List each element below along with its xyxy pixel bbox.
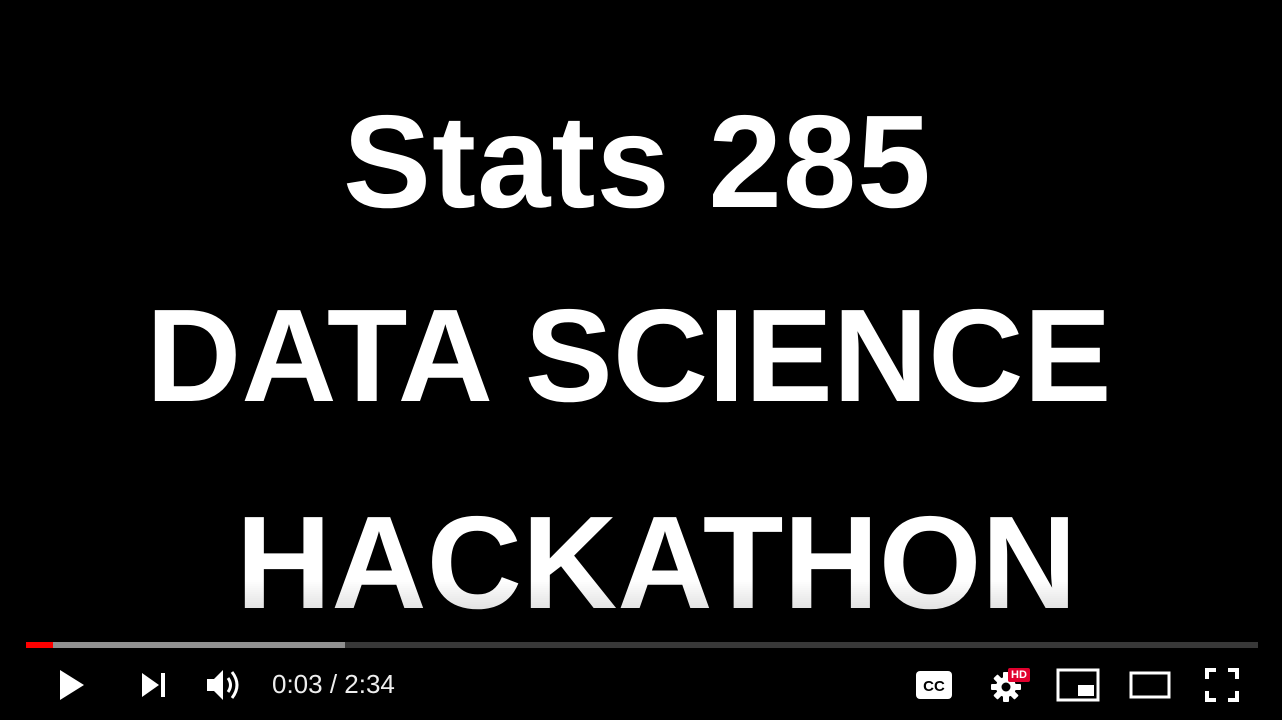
slide-subtitle-line: DATA SCIENCE — [146, 282, 1112, 429]
duration: 2:34 — [344, 669, 395, 699]
next-icon — [142, 673, 165, 697]
time-separator: / — [322, 669, 345, 699]
miniplayer-icon — [1056, 668, 1100, 702]
hd-badge: HD — [1008, 668, 1030, 682]
theater-icon — [1129, 671, 1171, 699]
progress-played — [26, 642, 54, 648]
miniplayer-button[interactable] — [1054, 663, 1102, 707]
current-time: 0:03 — [272, 669, 323, 699]
progress-bar[interactable] — [26, 642, 1258, 648]
cc-label: CC — [923, 678, 945, 695]
control-bar: 0:03 / 2:34 CC — [0, 655, 1282, 713]
next-button[interactable] — [130, 663, 178, 707]
volume-icon — [207, 670, 239, 700]
volume-button[interactable] — [200, 663, 248, 707]
cc-icon: CC — [916, 671, 952, 699]
subtitles-button[interactable]: CC — [910, 663, 958, 707]
settings-button[interactable]: HD — [982, 663, 1030, 707]
slide-subtitle-line-2: HACKATHON — [236, 489, 1077, 636]
slide-title-line: Stats 285 — [343, 88, 932, 235]
theater-mode-button[interactable] — [1126, 663, 1174, 707]
fullscreen-button[interactable] — [1198, 663, 1246, 707]
gear-icon — [991, 672, 1021, 702]
progress-buffered — [26, 642, 346, 648]
play-button[interactable] — [48, 663, 96, 707]
fullscreen-icon — [1205, 668, 1239, 702]
time-display: 0:03 / 2:34 — [272, 669, 395, 700]
play-icon — [60, 670, 84, 700]
